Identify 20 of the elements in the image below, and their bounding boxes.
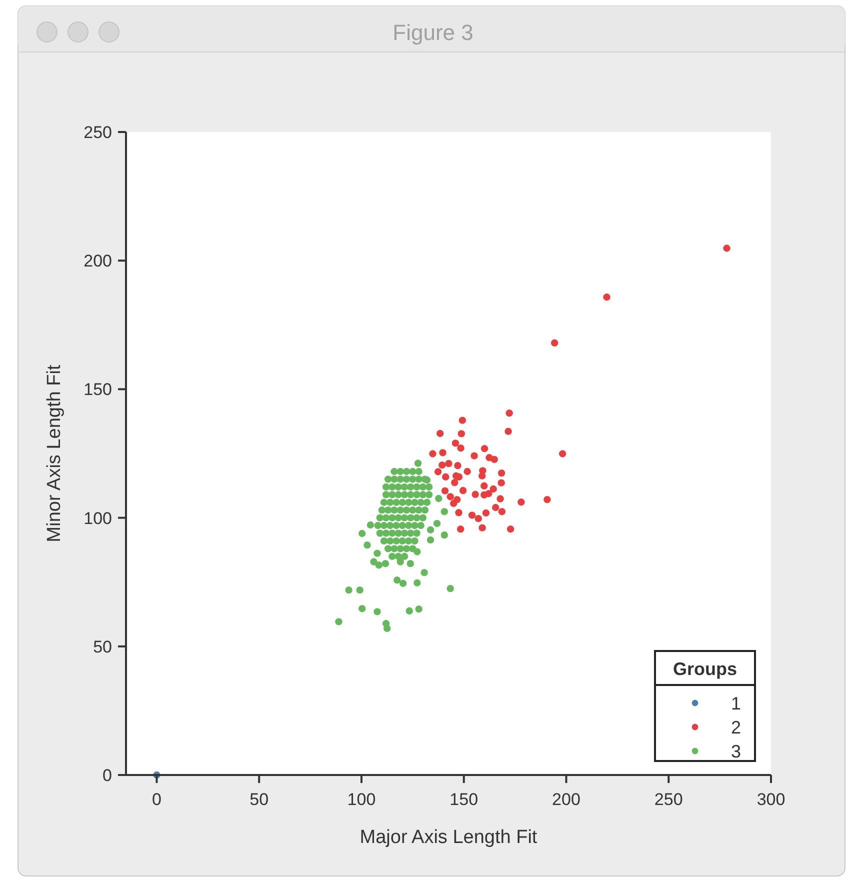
chart-title: Figure 3 (392, 20, 474, 45)
x-tick-label: 50 (250, 790, 269, 809)
y-axis-title: Minor Axis Length Fit (44, 364, 65, 542)
x-tick-label: 0 (152, 790, 162, 809)
legend-label: 2 (730, 717, 741, 738)
legend-title: Groups (672, 659, 738, 679)
x-tick-label: 250 (654, 790, 683, 809)
x-tick-label: 300 (756, 790, 786, 809)
y-tick-label: 100 (84, 508, 112, 528)
y-tick-label: 50 (93, 637, 112, 656)
legend-label: 3 (730, 741, 741, 762)
y-tick-label: 0 (102, 766, 112, 785)
y-tick-label: 250 (84, 122, 112, 142)
x-axis-title: Major Axis Length Fit (360, 827, 538, 848)
x-tick-label: 100 (347, 790, 376, 809)
x-tick-label: 200 (552, 790, 580, 809)
legend-label: 1 (730, 693, 741, 714)
y-tick-label: 200 (84, 252, 112, 271)
y-tick-label: 150 (84, 380, 112, 400)
x-tick-label: 150 (450, 790, 478, 809)
